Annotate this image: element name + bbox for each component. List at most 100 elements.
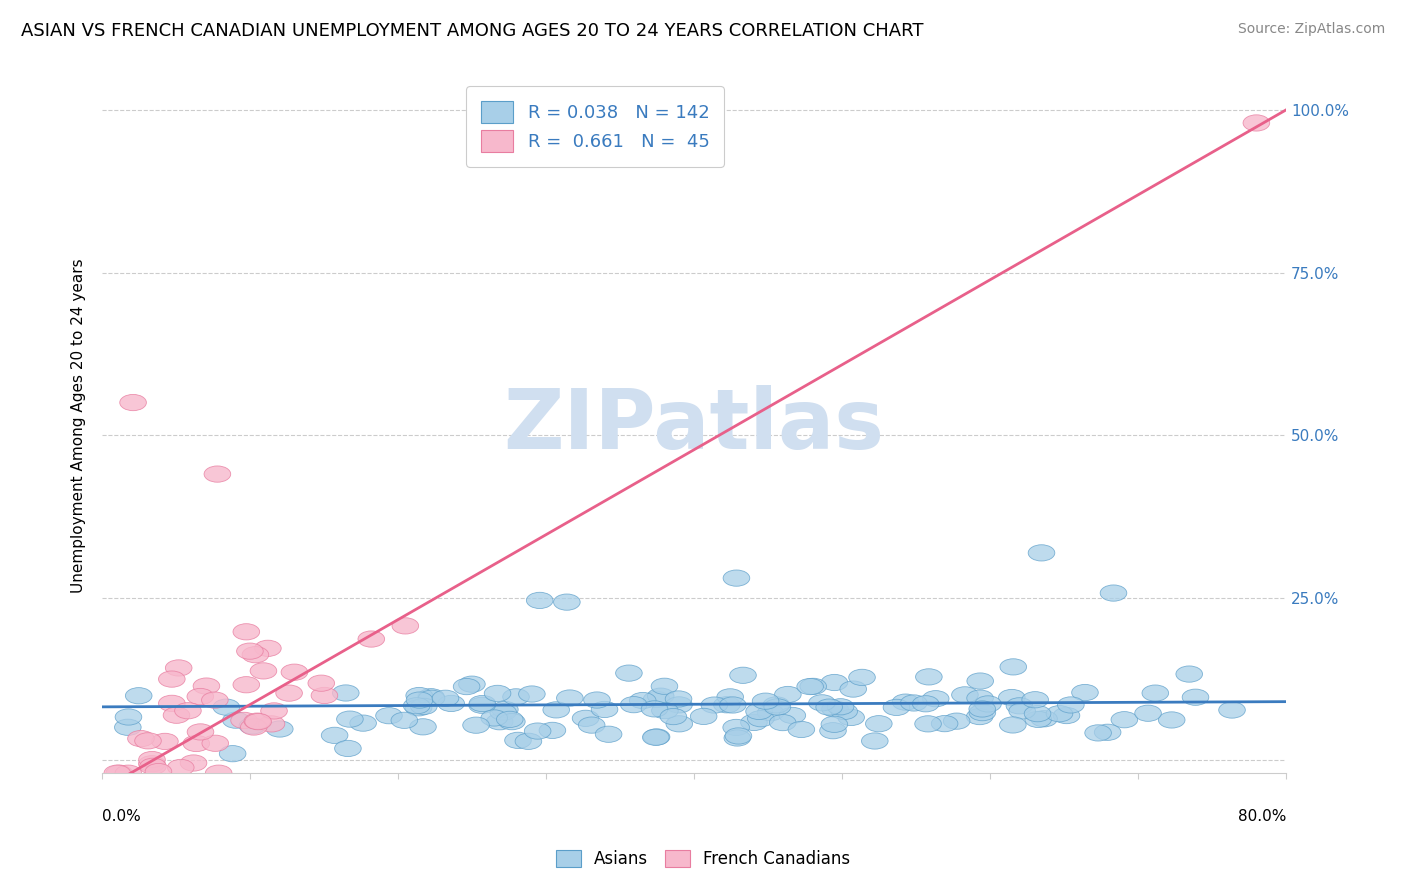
- Ellipse shape: [665, 690, 692, 707]
- Ellipse shape: [115, 765, 142, 781]
- Ellipse shape: [183, 735, 209, 752]
- Ellipse shape: [839, 681, 866, 698]
- Ellipse shape: [745, 703, 772, 720]
- Ellipse shape: [1159, 712, 1185, 728]
- Ellipse shape: [557, 690, 583, 706]
- Ellipse shape: [893, 694, 920, 710]
- Ellipse shape: [335, 740, 361, 756]
- Ellipse shape: [723, 570, 749, 586]
- Ellipse shape: [201, 692, 228, 708]
- Ellipse shape: [1031, 711, 1057, 727]
- Ellipse shape: [641, 701, 668, 717]
- Ellipse shape: [931, 715, 957, 731]
- Ellipse shape: [245, 713, 271, 730]
- Ellipse shape: [967, 673, 994, 690]
- Ellipse shape: [254, 640, 281, 657]
- Ellipse shape: [1085, 725, 1111, 741]
- Ellipse shape: [1099, 585, 1126, 601]
- Ellipse shape: [468, 698, 495, 714]
- Ellipse shape: [724, 730, 751, 746]
- Ellipse shape: [187, 689, 214, 705]
- Ellipse shape: [583, 692, 610, 708]
- Ellipse shape: [145, 764, 172, 780]
- Text: 80.0%: 80.0%: [1237, 809, 1286, 824]
- Ellipse shape: [1175, 666, 1202, 682]
- Ellipse shape: [405, 699, 432, 716]
- Ellipse shape: [204, 466, 231, 483]
- Ellipse shape: [752, 693, 779, 709]
- Ellipse shape: [115, 709, 142, 725]
- Ellipse shape: [769, 714, 796, 731]
- Ellipse shape: [630, 692, 657, 708]
- Ellipse shape: [267, 721, 292, 737]
- Ellipse shape: [1053, 707, 1080, 723]
- Ellipse shape: [1057, 697, 1084, 713]
- Ellipse shape: [643, 729, 669, 745]
- Ellipse shape: [591, 701, 617, 717]
- Ellipse shape: [616, 665, 643, 681]
- Ellipse shape: [543, 702, 569, 718]
- Ellipse shape: [725, 728, 752, 744]
- Ellipse shape: [515, 733, 541, 749]
- Text: ZIPatlas: ZIPatlas: [503, 384, 884, 466]
- Ellipse shape: [240, 719, 267, 735]
- Ellipse shape: [866, 715, 893, 731]
- Ellipse shape: [437, 696, 464, 712]
- Ellipse shape: [1024, 706, 1050, 722]
- Ellipse shape: [1022, 691, 1049, 708]
- Ellipse shape: [1000, 717, 1026, 733]
- Ellipse shape: [205, 765, 232, 781]
- Ellipse shape: [350, 715, 377, 731]
- Ellipse shape: [974, 696, 1001, 712]
- Ellipse shape: [969, 705, 995, 721]
- Ellipse shape: [114, 719, 141, 735]
- Ellipse shape: [139, 751, 166, 768]
- Ellipse shape: [915, 715, 942, 732]
- Ellipse shape: [128, 731, 155, 747]
- Ellipse shape: [496, 711, 523, 728]
- Ellipse shape: [821, 674, 848, 690]
- Ellipse shape: [519, 686, 546, 702]
- Ellipse shape: [748, 711, 775, 727]
- Ellipse shape: [187, 723, 214, 740]
- Ellipse shape: [139, 758, 166, 774]
- Ellipse shape: [797, 679, 824, 695]
- Ellipse shape: [620, 697, 647, 713]
- Ellipse shape: [714, 697, 740, 713]
- Ellipse shape: [167, 759, 194, 776]
- Ellipse shape: [524, 723, 551, 739]
- Ellipse shape: [1142, 685, 1168, 701]
- Ellipse shape: [250, 663, 277, 679]
- Ellipse shape: [1219, 702, 1246, 718]
- Ellipse shape: [409, 719, 436, 735]
- Ellipse shape: [259, 715, 285, 732]
- Ellipse shape: [231, 713, 257, 729]
- Ellipse shape: [1243, 115, 1270, 131]
- Ellipse shape: [815, 699, 842, 715]
- Ellipse shape: [120, 394, 146, 410]
- Ellipse shape: [966, 708, 993, 724]
- Ellipse shape: [233, 677, 260, 693]
- Ellipse shape: [741, 714, 768, 731]
- Ellipse shape: [308, 675, 335, 691]
- Ellipse shape: [730, 667, 756, 683]
- Text: ASIAN VS FRENCH CANADIAN UNEMPLOYMENT AMONG AGES 20 TO 24 YEARS CORRELATION CHAR: ASIAN VS FRENCH CANADIAN UNEMPLOYMENT AM…: [21, 22, 924, 40]
- Ellipse shape: [418, 690, 444, 706]
- Ellipse shape: [578, 717, 605, 733]
- Ellipse shape: [359, 631, 385, 648]
- Ellipse shape: [486, 714, 513, 730]
- Ellipse shape: [595, 726, 621, 742]
- Ellipse shape: [236, 643, 263, 659]
- Ellipse shape: [969, 701, 995, 717]
- Ellipse shape: [166, 660, 193, 676]
- Ellipse shape: [202, 735, 229, 751]
- Ellipse shape: [214, 699, 239, 715]
- Ellipse shape: [779, 707, 806, 723]
- Ellipse shape: [260, 703, 287, 719]
- Ellipse shape: [775, 686, 801, 703]
- Ellipse shape: [915, 669, 942, 685]
- Ellipse shape: [538, 723, 565, 739]
- Ellipse shape: [139, 756, 165, 772]
- Ellipse shape: [135, 732, 162, 749]
- Ellipse shape: [245, 714, 271, 730]
